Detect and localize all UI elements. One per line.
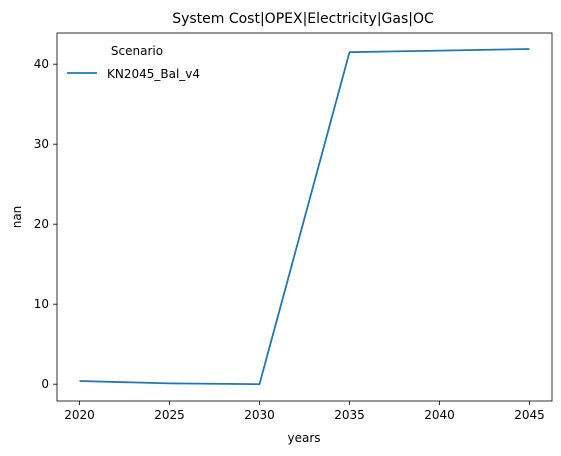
plot-frame [56, 32, 553, 402]
y-axis-label: nan [10, 206, 24, 229]
legend-title: Scenario [111, 44, 163, 58]
x-tick-label: 2025 [154, 408, 185, 422]
x-tick-label: 2030 [244, 408, 275, 422]
plot-area [56, 32, 553, 402]
x-tick-label: 2035 [334, 408, 365, 422]
legend: Scenario KN2045_Bal_v4 [67, 44, 200, 81]
x-tick-label: 2040 [424, 408, 455, 422]
y-tick-label: 20 [34, 217, 49, 231]
x-tick-label: 2045 [514, 408, 545, 422]
y-axis: 0 10 20 30 40 [34, 57, 57, 391]
series-line [79, 48, 530, 386]
x-axis-label: years [287, 431, 320, 445]
y-tick-label: 0 [41, 377, 49, 391]
x-tick-label: 2020 [64, 408, 95, 422]
x-axis: 2020 2025 2030 2035 2040 2045 [64, 401, 545, 422]
series-layer [79, 48, 530, 386]
y-tick-label: 40 [34, 57, 49, 71]
chart-title: System Cost|OPEX|Electricity|Gas|OC [172, 11, 434, 27]
legend-label: KN2045_Bal_v4 [107, 67, 200, 81]
y-tick-label: 10 [34, 297, 49, 311]
y-tick-label: 30 [34, 137, 49, 151]
